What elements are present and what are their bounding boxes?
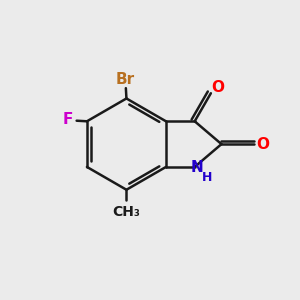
Text: F: F xyxy=(63,112,73,127)
Text: O: O xyxy=(211,80,224,95)
Text: H: H xyxy=(202,171,212,184)
Text: Br: Br xyxy=(116,72,134,87)
Text: N: N xyxy=(191,160,203,175)
Text: O: O xyxy=(256,136,269,152)
Text: CH₃: CH₃ xyxy=(112,205,140,219)
